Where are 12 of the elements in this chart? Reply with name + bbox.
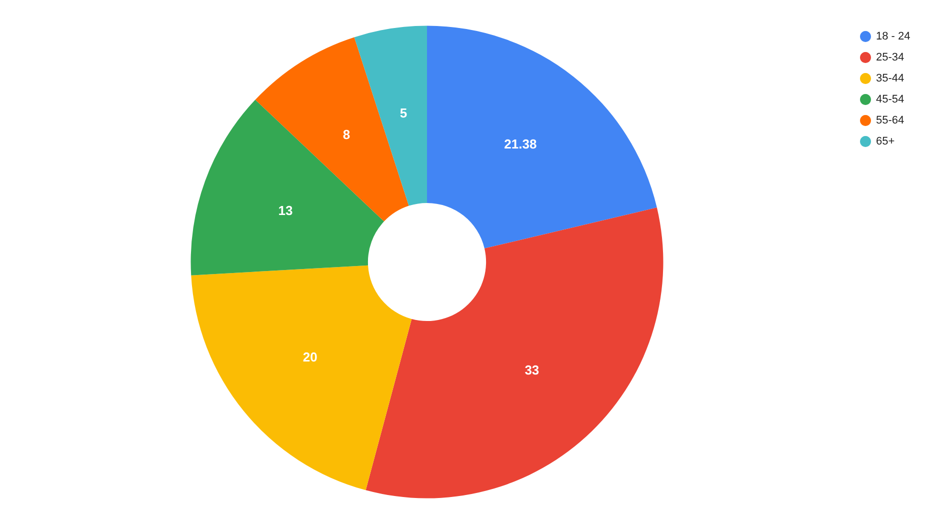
- legend-label: 55-64: [876, 114, 904, 126]
- data-label: 21.38: [504, 136, 537, 152]
- data-label: 5: [400, 106, 408, 121]
- legend-label: 35-44: [876, 72, 904, 84]
- legend-label: 18 - 24: [876, 30, 910, 42]
- data-label: 33: [524, 362, 540, 378]
- data-label: 8: [342, 127, 350, 142]
- data-label: 13: [278, 202, 293, 218]
- legend-label: 65+: [876, 136, 895, 148]
- legend-label: 25-34: [876, 52, 904, 64]
- data-label: 20: [302, 350, 318, 365]
- legend-label: 45-54: [876, 94, 904, 106]
